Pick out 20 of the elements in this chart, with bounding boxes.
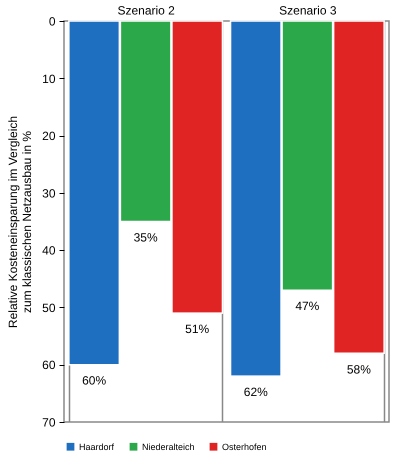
x-tick-label: Szenario 3: [279, 4, 337, 18]
data-label: 35%: [134, 230, 158, 244]
data-label: 51%: [185, 322, 210, 336]
y-tick-label: 20: [42, 129, 56, 144]
x-tick-label: Szenario 2: [117, 4, 176, 18]
data-label: 62%: [244, 385, 268, 400]
data-label: 47%: [295, 299, 320, 314]
y-tick-label: 40: [42, 244, 56, 258]
y-tick-label: 0: [48, 14, 56, 28]
legend-label: Osterhofen: [222, 442, 267, 452]
y-tick-label: 10: [42, 72, 56, 86]
legend-label: Haardorf: [79, 442, 115, 452]
y-tick-label: 30: [42, 186, 56, 200]
data-label: 60%: [82, 374, 106, 388]
y-tick-label: 50: [42, 300, 56, 315]
y-axis-title: Relative Kosteneinsparung im Vergleich zum klassischen Netzausbau in %: [6, 116, 34, 328]
y-tick-label: 60: [42, 358, 56, 372]
legend-label: Niederalteich: [142, 442, 195, 452]
y-tick-label: 70: [42, 416, 56, 430]
data-label: 58%: [346, 362, 372, 376]
